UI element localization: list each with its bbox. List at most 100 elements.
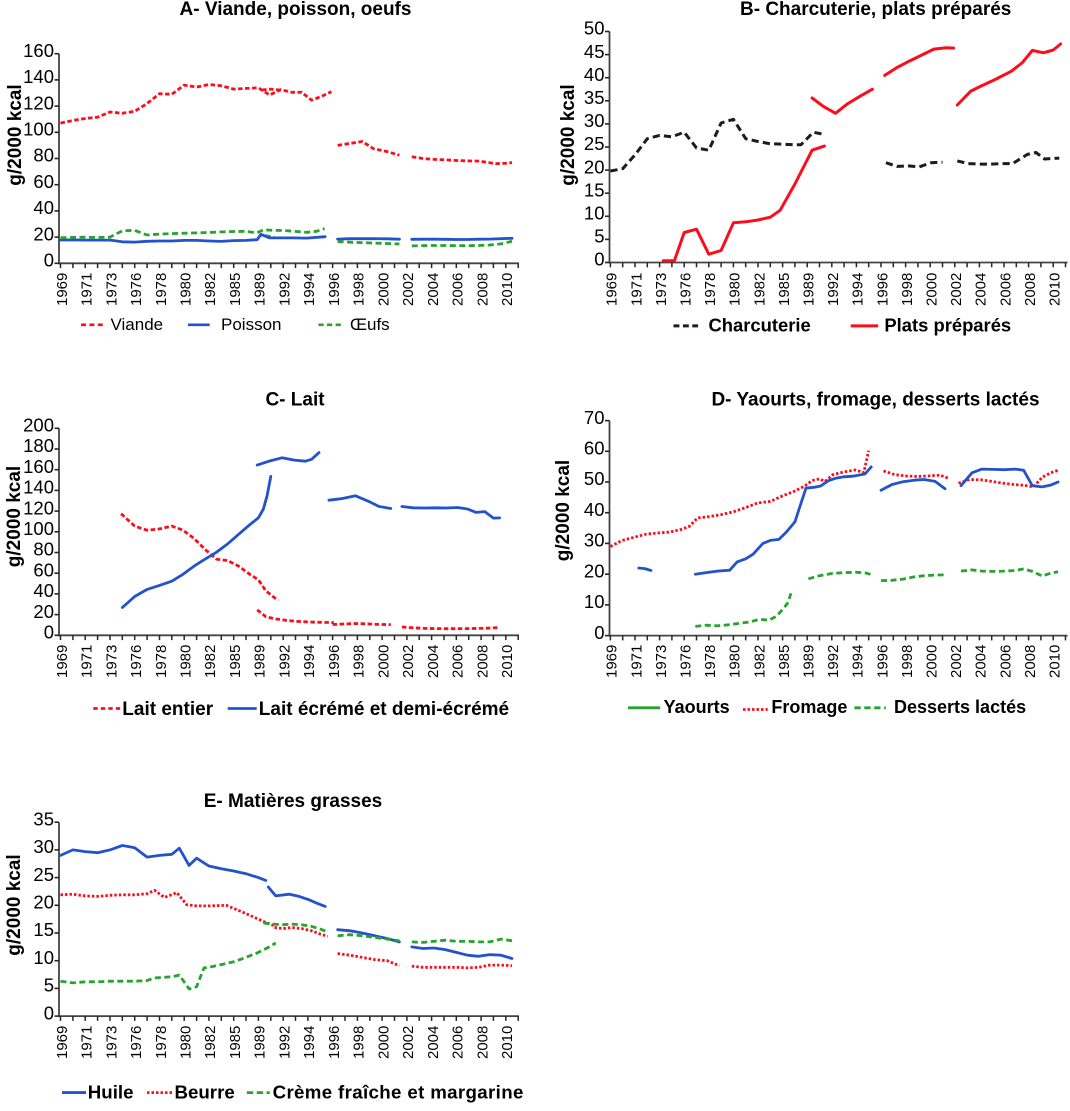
svg-text:1982: 1982 bbox=[202, 645, 219, 678]
svg-text:120: 120 bbox=[23, 497, 54, 518]
svg-text:1971: 1971 bbox=[79, 273, 96, 306]
svg-text:1985: 1985 bbox=[776, 273, 793, 306]
svg-text:1994: 1994 bbox=[301, 645, 318, 678]
svg-text:1980: 1980 bbox=[727, 273, 744, 306]
svg-text:1992: 1992 bbox=[825, 273, 842, 306]
svg-text:140: 140 bbox=[23, 477, 54, 498]
svg-text:2000: 2000 bbox=[375, 1026, 392, 1059]
svg-text:0: 0 bbox=[44, 622, 54, 643]
svg-text:40: 40 bbox=[33, 197, 54, 218]
svg-text:60: 60 bbox=[33, 559, 54, 580]
svg-text:1985: 1985 bbox=[227, 645, 244, 678]
svg-text:2000: 2000 bbox=[924, 273, 941, 306]
svg-text:50: 50 bbox=[584, 468, 605, 489]
svg-text:1989: 1989 bbox=[252, 645, 269, 678]
svg-text:1978: 1978 bbox=[702, 645, 719, 678]
svg-text:Lait écrémé et demi-écrémé: Lait écrémé et demi-écrémé bbox=[259, 699, 509, 720]
svg-text:80: 80 bbox=[33, 145, 54, 166]
svg-text:10: 10 bbox=[584, 203, 605, 224]
svg-text:30: 30 bbox=[584, 110, 605, 131]
svg-text:1982: 1982 bbox=[202, 1026, 219, 1059]
svg-text:80: 80 bbox=[33, 539, 54, 560]
svg-text:2006: 2006 bbox=[997, 273, 1014, 306]
svg-text:1985: 1985 bbox=[227, 1026, 244, 1059]
svg-text:1976: 1976 bbox=[678, 273, 695, 306]
svg-text:160: 160 bbox=[23, 40, 54, 61]
svg-text:g/2000 kcal: g/2000 kcal bbox=[553, 460, 574, 561]
svg-text:15: 15 bbox=[33, 919, 54, 940]
svg-text:1978: 1978 bbox=[153, 1026, 170, 1059]
svg-text:1976: 1976 bbox=[128, 645, 145, 678]
svg-text:2008: 2008 bbox=[474, 273, 491, 306]
svg-text:1994: 1994 bbox=[301, 1026, 318, 1059]
svg-text:1980: 1980 bbox=[178, 1026, 195, 1059]
svg-text:2004: 2004 bbox=[973, 645, 990, 678]
svg-text:1973: 1973 bbox=[653, 645, 670, 678]
svg-text:70: 70 bbox=[584, 407, 605, 428]
svg-text:1973: 1973 bbox=[653, 273, 670, 306]
svg-text:2010: 2010 bbox=[499, 273, 516, 306]
svg-text:1989: 1989 bbox=[801, 645, 818, 678]
svg-text:2002: 2002 bbox=[400, 1026, 417, 1059]
svg-text:20: 20 bbox=[33, 892, 54, 913]
svg-text:1969: 1969 bbox=[604, 645, 621, 678]
svg-text:2008: 2008 bbox=[474, 1026, 491, 1059]
svg-text:2000: 2000 bbox=[924, 645, 941, 678]
svg-text:g/2000 kcal: g/2000 kcal bbox=[5, 84, 26, 185]
svg-text:1976: 1976 bbox=[678, 645, 695, 678]
svg-text:1998: 1998 bbox=[351, 645, 368, 678]
svg-text:2002: 2002 bbox=[400, 645, 417, 678]
svg-text:5: 5 bbox=[594, 226, 604, 247]
svg-text:1989: 1989 bbox=[252, 1026, 269, 1059]
svg-text:1973: 1973 bbox=[103, 645, 120, 678]
svg-text:2002: 2002 bbox=[948, 645, 965, 678]
svg-text:180: 180 bbox=[23, 435, 54, 456]
svg-text:1994: 1994 bbox=[850, 645, 867, 678]
svg-text:1978: 1978 bbox=[702, 273, 719, 306]
svg-text:Œufs: Œufs bbox=[350, 315, 390, 334]
svg-text:2010: 2010 bbox=[1047, 273, 1064, 306]
svg-text:1969: 1969 bbox=[54, 273, 71, 306]
svg-text:2008: 2008 bbox=[1022, 273, 1039, 306]
svg-text:g/2000 kcal: g/2000 kcal bbox=[4, 854, 25, 955]
svg-text:20: 20 bbox=[33, 601, 54, 622]
svg-text:50: 50 bbox=[584, 18, 605, 39]
svg-text:Viande: Viande bbox=[111, 315, 164, 334]
svg-text:Plats préparés: Plats préparés bbox=[884, 314, 1011, 335]
svg-text:C- Lait: C- Lait bbox=[265, 390, 325, 411]
svg-text:2006: 2006 bbox=[997, 645, 1014, 678]
svg-text:2000: 2000 bbox=[375, 645, 392, 678]
svg-text:Charcuterie: Charcuterie bbox=[709, 314, 811, 335]
svg-text:2004: 2004 bbox=[425, 645, 442, 678]
svg-text:2006: 2006 bbox=[450, 1026, 467, 1059]
svg-text:1969: 1969 bbox=[54, 1026, 71, 1059]
svg-text:A- Viande, poisson, oeufs: A- Viande, poisson, oeufs bbox=[180, 0, 412, 20]
svg-text:15: 15 bbox=[584, 179, 605, 200]
svg-text:1998: 1998 bbox=[899, 273, 916, 306]
svg-text:1994: 1994 bbox=[301, 273, 318, 306]
svg-text:10: 10 bbox=[584, 591, 605, 612]
svg-text:40: 40 bbox=[584, 64, 605, 85]
svg-text:Poisson: Poisson bbox=[221, 315, 281, 334]
svg-text:1992: 1992 bbox=[277, 645, 294, 678]
svg-text:1971: 1971 bbox=[79, 645, 96, 678]
svg-text:1971: 1971 bbox=[628, 645, 645, 678]
svg-text:1998: 1998 bbox=[351, 1026, 368, 1059]
svg-text:100: 100 bbox=[23, 518, 54, 539]
svg-text:2004: 2004 bbox=[425, 1026, 442, 1059]
svg-text:1994: 1994 bbox=[850, 273, 867, 306]
svg-text:1992: 1992 bbox=[825, 645, 842, 678]
svg-text:1989: 1989 bbox=[801, 273, 818, 306]
svg-text:B- Charcuterie, plats préparés: B- Charcuterie, plats préparés bbox=[740, 0, 1011, 20]
svg-text:1985: 1985 bbox=[776, 645, 793, 678]
svg-text:1973: 1973 bbox=[103, 273, 120, 306]
svg-text:1992: 1992 bbox=[277, 273, 294, 306]
svg-text:60: 60 bbox=[584, 438, 605, 459]
svg-text:D- Yaourts, fromage, desserts: D- Yaourts, fromage, desserts lactés bbox=[711, 390, 1039, 411]
svg-text:Yaourts: Yaourts bbox=[664, 697, 730, 717]
svg-text:Desserts lactés: Desserts lactés bbox=[894, 697, 1026, 717]
svg-text:2002: 2002 bbox=[400, 273, 417, 306]
svg-text:1996: 1996 bbox=[326, 1026, 343, 1059]
svg-text:40: 40 bbox=[584, 499, 605, 520]
svg-text:160: 160 bbox=[23, 456, 54, 477]
